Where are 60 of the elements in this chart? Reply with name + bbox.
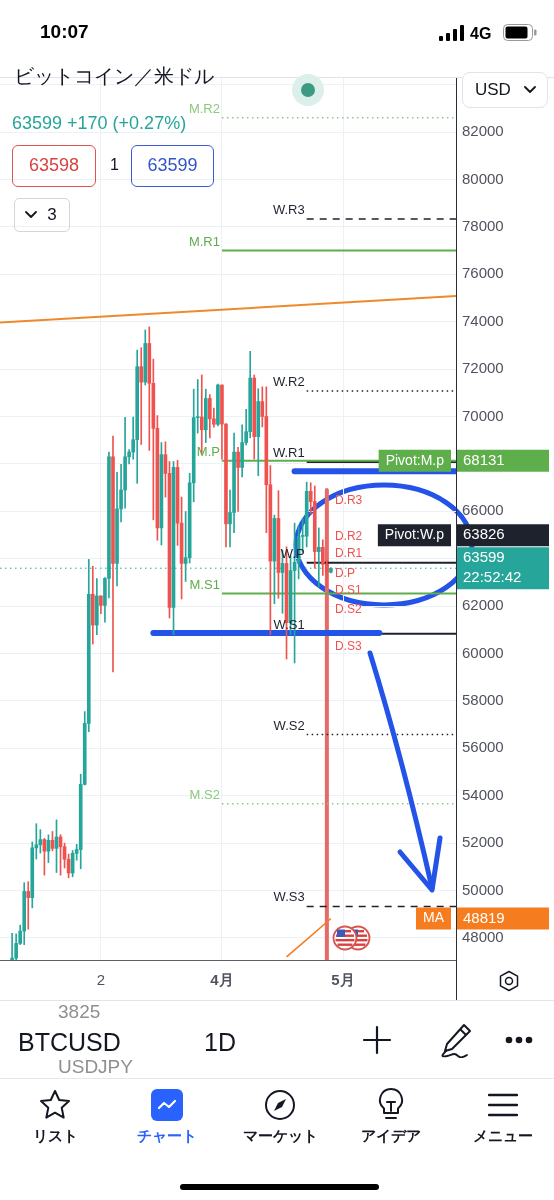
y-tick-label: 80000 bbox=[462, 169, 504, 187]
tab-label: アイデア bbox=[361, 1127, 421, 1145]
tab-label: メニュー bbox=[473, 1127, 533, 1145]
ref-line-label: 63599 bbox=[463, 548, 505, 566]
text: 48819 bbox=[463, 908, 505, 926]
series-label: W.S2 bbox=[273, 717, 305, 733]
y-tick-label: 74000 bbox=[462, 311, 504, 329]
y-tick-label: 70000 bbox=[462, 406, 504, 424]
y-tick-label: 54000 bbox=[462, 785, 504, 803]
x-tick-label: 5月 bbox=[331, 971, 355, 989]
annotation: D.P bbox=[334, 565, 355, 580]
y-tick-label: 50000 bbox=[462, 880, 504, 898]
tab-label: チャート bbox=[137, 1127, 197, 1145]
y-tick-label: 76000 bbox=[462, 264, 504, 282]
chart-title: ビットコイン／米ドル bbox=[14, 66, 214, 86]
interval-label: 1D bbox=[204, 1027, 236, 1057]
annotation: D.R1 bbox=[334, 546, 363, 561]
network-label: 4G bbox=[470, 24, 492, 44]
spread-label: 1 bbox=[110, 155, 119, 175]
dropdown-button: 3 bbox=[14, 198, 70, 232]
series-label: W.R3 bbox=[272, 202, 305, 218]
data-label: 68131 bbox=[463, 450, 505, 468]
currency-dropdown: USD bbox=[462, 72, 548, 108]
y-tick-label: 60000 bbox=[462, 643, 504, 661]
annotation: Pivot:W.p bbox=[384, 526, 445, 543]
y-tick-label: 56000 bbox=[462, 738, 504, 756]
y-tick-label: 72000 bbox=[462, 359, 504, 377]
chart-subtitle: 63599 +170 (+0.27%) bbox=[12, 112, 187, 134]
x-tick-label: 2 bbox=[96, 971, 106, 989]
symbol-label: BTCUSD bbox=[18, 1027, 121, 1057]
data-label: 63826 bbox=[463, 525, 505, 543]
series-label: W.R2 bbox=[272, 373, 305, 389]
series-label: M.S2 bbox=[189, 786, 220, 802]
series-label: W.S3 bbox=[273, 889, 305, 905]
series-label: M.S1 bbox=[189, 576, 220, 592]
ask-box: 63599 bbox=[131, 145, 214, 187]
tab-label: リスト bbox=[32, 1127, 78, 1145]
y-tick-label: 82000 bbox=[462, 122, 504, 140]
y-tick-label: 52000 bbox=[462, 833, 504, 851]
y-tick-label: 66000 bbox=[462, 501, 504, 519]
status-time: 10:07 bbox=[40, 21, 89, 44]
series-label: W.R1 bbox=[272, 444, 305, 460]
tab-label: マーケット bbox=[242, 1127, 318, 1145]
bid-box: 63598 bbox=[12, 145, 96, 187]
x-tick-label: 4月 bbox=[210, 971, 234, 989]
faded-text: 3825 bbox=[58, 1001, 101, 1024]
annotation: D.R3 bbox=[334, 492, 363, 507]
y-tick-label: 78000 bbox=[462, 217, 504, 234]
annotation: Pivot:M.p bbox=[385, 451, 445, 468]
annotation: D.S3 bbox=[334, 638, 362, 653]
annotation: D.S2 bbox=[334, 602, 362, 617]
annotation: D.R2 bbox=[334, 529, 363, 544]
y-tick-label: 62000 bbox=[462, 596, 504, 614]
text: MA bbox=[423, 909, 445, 926]
y-tick-label: 48000 bbox=[462, 928, 504, 946]
faded-text: USDJPY bbox=[58, 1056, 133, 1079]
series-label: M.R2 bbox=[188, 100, 220, 116]
y-tick-label: 58000 bbox=[462, 691, 504, 709]
series-label: M.R1 bbox=[188, 233, 220, 249]
text: 22:52:42 bbox=[463, 568, 522, 586]
